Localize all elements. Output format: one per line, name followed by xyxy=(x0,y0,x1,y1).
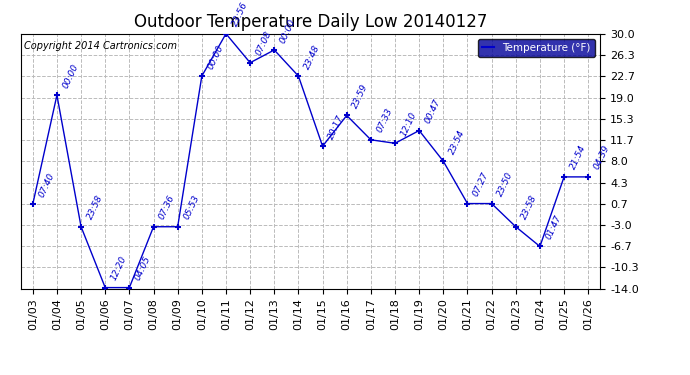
Text: 23:48: 23:48 xyxy=(303,43,322,70)
Text: 00:47: 00:47 xyxy=(424,98,442,125)
Text: 00:00: 00:00 xyxy=(206,43,225,70)
Text: 07:40: 07:40 xyxy=(37,171,56,199)
Text: 00:00: 00:00 xyxy=(279,17,297,44)
Text: 23:58: 23:58 xyxy=(86,194,104,221)
Text: 23:54: 23:54 xyxy=(448,128,466,156)
Text: 12:20: 12:20 xyxy=(110,255,128,282)
Legend: Temperature (°F): Temperature (°F) xyxy=(477,39,595,57)
Text: 23:58: 23:58 xyxy=(520,194,539,221)
Text: 23:59: 23:59 xyxy=(351,82,370,110)
Text: 07:08: 07:08 xyxy=(255,30,273,57)
Text: 04:39: 04:39 xyxy=(593,144,611,171)
Text: 23:56: 23:56 xyxy=(230,1,249,28)
Text: 07:33: 07:33 xyxy=(375,107,394,134)
Title: Outdoor Temperature Daily Low 20140127: Outdoor Temperature Daily Low 20140127 xyxy=(134,13,487,31)
Text: 07:27: 07:27 xyxy=(472,171,491,198)
Text: 05:53: 05:53 xyxy=(182,194,201,221)
Text: 07:36: 07:36 xyxy=(158,194,177,221)
Text: 04:05: 04:05 xyxy=(134,255,152,282)
Text: 23:50: 23:50 xyxy=(496,171,515,198)
Text: 00:00: 00:00 xyxy=(61,62,80,90)
Text: Copyright 2014 Cartronics.com: Copyright 2014 Cartronics.com xyxy=(23,41,177,51)
Text: 12:10: 12:10 xyxy=(400,110,418,138)
Text: 20:17: 20:17 xyxy=(327,113,346,141)
Text: 01:47: 01:47 xyxy=(544,213,563,241)
Text: 21:54: 21:54 xyxy=(569,144,587,171)
